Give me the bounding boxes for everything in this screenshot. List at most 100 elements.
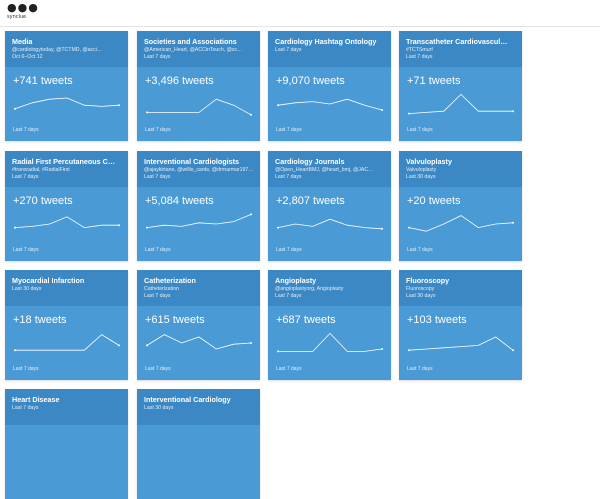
- card-header: [5, 270, 128, 306]
- tweet-card[interactable]: Transcatheter Cardiovascul… #TCTSmurf Last…: [399, 31, 522, 141]
- sparkline-line: [15, 334, 120, 351]
- sparkline-line: [14, 216, 119, 229]
- card-date-range: Last 7 days: [12, 174, 39, 180]
- tweet-card[interactable]: Valvuloplasty Valvuloplasty Last 30 days +2…: [399, 151, 522, 261]
- card-subtitle: #TCTSmurf: [406, 47, 433, 53]
- sparkline-endpoint: [118, 104, 120, 107]
- card-footer: Last 7 days: [276, 127, 302, 133]
- tweet-card[interactable]: Interventional Cardiology Last 30 days: [137, 389, 260, 499]
- tweet-card[interactable]: Interventional Cardiologists @ajaykirtane…: [137, 151, 260, 261]
- tweet-card[interactable]: Heart Disease Last 7 days: [5, 389, 128, 499]
- card-footer: Last 7 days: [145, 247, 171, 253]
- card-date-range: Last 7 days: [144, 293, 171, 299]
- card-title: Myocardial Infarction: [12, 276, 85, 285]
- card-subtitle: #transradial, #RadialFirst: [12, 167, 70, 173]
- sparkline-line: [14, 97, 120, 110]
- card-date-range: Last 7 days: [275, 293, 302, 299]
- tweet-count: +103 tweets: [407, 314, 467, 326]
- card-header: [137, 270, 260, 306]
- brand-name: synclue: [7, 14, 27, 20]
- card-date-range: Last 7 days: [406, 54, 433, 60]
- card-title: Angioplasty: [275, 276, 317, 285]
- sparkline-endpoint: [381, 227, 383, 230]
- card-footer: Last 7 days: [13, 247, 39, 253]
- sparkline-endpoint: [146, 344, 148, 347]
- tweet-count: +741 tweets: [13, 75, 73, 87]
- tweet-card[interactable]: Catheterization Catheterization Last 7 day…: [137, 270, 260, 380]
- tweet-card[interactable]: Cardiology Journals @Open_HeartBMJ, @hear…: [268, 151, 391, 261]
- tweet-card[interactable]: Fluoroscopy Fluoroscopy Last 30 days +103 t…: [399, 270, 522, 380]
- tweet-card[interactable]: Myocardial Infarction Last 30 days +18 twe…: [5, 270, 128, 380]
- card-title: Fluoroscopy: [406, 276, 450, 285]
- card-header: [399, 151, 522, 187]
- card-title: Heart Disease: [12, 395, 60, 404]
- tweet-card[interactable]: Media @cardiologytoday, @TCTMD, @acci… Oct…: [5, 31, 128, 141]
- card-date-range: Last 30 days: [406, 293, 436, 299]
- card-title: Radial First Percutaneous C…: [12, 157, 116, 166]
- sparkline: [277, 218, 383, 230]
- card-date-range: Last 7 days: [144, 174, 171, 180]
- tweet-count: +71 tweets: [407, 75, 461, 87]
- tweet-count: +2,807 tweets: [276, 195, 345, 207]
- more-horizontal-icon[interactable]: ●●●: [7, 1, 39, 14]
- card-subtitle: Catheterization: [144, 286, 179, 292]
- card-title: Media: [12, 37, 33, 46]
- sparkline-endpoint: [250, 342, 252, 344]
- tweet-card[interactable]: Radial First Percutaneous C… #transradial…: [5, 151, 128, 261]
- tweet-count: +18 tweets: [13, 314, 67, 326]
- sparkline-endpoint: [277, 104, 279, 107]
- sparkline-endpoint: [512, 349, 514, 352]
- sparkline-line: [147, 98, 252, 116]
- sparkline-endpoint: [381, 348, 383, 350]
- sparkline: [146, 334, 252, 350]
- card-title: Cardiology Hashtag Ontology: [275, 37, 377, 46]
- sparkline-endpoint: [408, 112, 410, 115]
- card-subtitle: @Open_HeartBMJ, @heart_bmj, @JAC…: [275, 167, 374, 173]
- card-header: [399, 270, 522, 306]
- sparkline-endpoint: [118, 224, 120, 227]
- card-subtitle: Fluoroscopy: [406, 286, 435, 292]
- card-date-range: Last 7 days: [144, 54, 171, 60]
- sparkline: [146, 213, 252, 229]
- sparkline-line: [408, 215, 514, 232]
- sparkline-endpoint: [250, 113, 252, 116]
- tweet-card[interactable]: Societies and Associations @American_Hear…: [137, 31, 260, 141]
- card-footer: Last 7 days: [13, 366, 39, 372]
- card-subtitle: Last 30 days: [12, 286, 42, 292]
- sparkline-endpoint: [14, 349, 16, 352]
- tweet-count: +270 tweets: [13, 195, 73, 207]
- card-subtitle: @ajaykirtane, @willis_cards, @drmarmar19…: [144, 167, 254, 173]
- card-footer: Last 7 days: [276, 247, 302, 253]
- card-date-range: Last 30 days: [406, 174, 436, 180]
- sparkline-endpoint: [118, 344, 120, 347]
- card-title: Catheterization: [144, 276, 196, 285]
- tweet-card[interactable]: Angioplasty @angioplastyorg, Angioplasty L…: [268, 270, 391, 380]
- card-header: [5, 151, 128, 187]
- tweet-count: +615 tweets: [145, 314, 205, 326]
- card-header: [268, 31, 391, 67]
- sparkline: [14, 216, 120, 229]
- card-date-range: Oct 6–Oct 12: [12, 54, 43, 60]
- sparkline: [408, 215, 514, 232]
- card-title: Societies and Associations: [144, 37, 237, 46]
- sparkline-line: [277, 98, 383, 111]
- sparkline-endpoint: [512, 110, 514, 113]
- sparkline-line: [278, 332, 383, 352]
- card-footer: Last 7 days: [13, 127, 39, 133]
- card-subtitle: Last 7 days: [12, 405, 39, 411]
- sparkline-endpoint: [14, 107, 16, 110]
- card-subtitle: @cardiologytoday, @TCTMD, @acci…: [12, 47, 103, 53]
- sparkline: [277, 98, 383, 111]
- card-subtitle: Valvuloplasty: [406, 167, 437, 173]
- sparkline: [14, 97, 120, 110]
- sparkline-line: [277, 218, 383, 230]
- card-subtitle: Last 30 days: [144, 405, 174, 411]
- card-header: [5, 31, 128, 67]
- tweet-card[interactable]: Cardiology Hashtag Ontology Last 7 days +9…: [268, 31, 391, 141]
- card-subtitle: @American_Heart, @ACCinTouch, @sc…: [144, 47, 243, 53]
- card-date-range: Last 7 days: [275, 174, 302, 180]
- sparkline-endpoint: [146, 226, 148, 229]
- sparkline: [408, 336, 514, 352]
- sparkline: [14, 334, 120, 352]
- sparkline-line: [146, 334, 252, 350]
